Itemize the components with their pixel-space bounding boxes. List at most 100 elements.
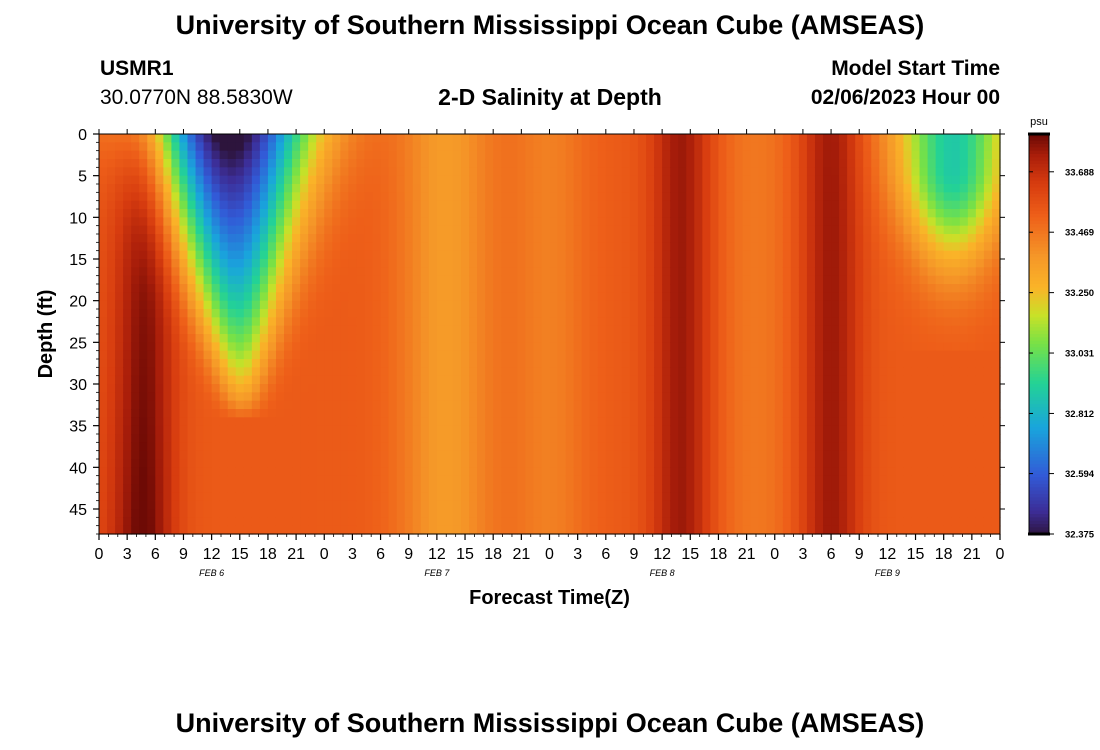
- heatmap-cell: [774, 309, 784, 318]
- heatmap-cell: [364, 217, 374, 227]
- heatmap-cell: [774, 184, 784, 193]
- heatmap-cell: [99, 267, 108, 277]
- heatmap-cell: [549, 484, 559, 493]
- heatmap-cell: [211, 525, 221, 535]
- heatmap-cell: [847, 475, 856, 485]
- heatmap-cell: [621, 367, 631, 377]
- heatmap-cell: [412, 459, 422, 468]
- heatmap-cell: [211, 209, 221, 218]
- heatmap-cell: [324, 417, 333, 427]
- heatmap-cell: [798, 217, 808, 227]
- heatmap-cell: [461, 409, 470, 418]
- heatmap-cell: [107, 442, 116, 452]
- heatmap-cell: [259, 159, 269, 168]
- heatmap-cell: [308, 309, 317, 318]
- heatmap-cell: [871, 392, 880, 402]
- heatmap-cell: [605, 459, 615, 468]
- heatmap-cell: [662, 317, 671, 327]
- heatmap-cell: [501, 484, 510, 493]
- heatmap-cell: [629, 400, 639, 410]
- heatmap-cell: [195, 209, 205, 218]
- heatmap-cell: [356, 175, 366, 185]
- heatmap-cell: [694, 509, 703, 518]
- heatmap-cell: [211, 509, 221, 518]
- heatmap-cell: [589, 259, 599, 268]
- heatmap-cell: [227, 192, 237, 202]
- heatmap-cell: [211, 359, 221, 368]
- heatmap-cell: [758, 225, 768, 235]
- heatmap-cell: [887, 500, 897, 510]
- heatmap-cell: [219, 509, 229, 518]
- heatmap-cell: [436, 167, 446, 177]
- heatmap-cell: [155, 242, 164, 252]
- heatmap-cell: [372, 217, 382, 227]
- heatmap-cell: [662, 292, 671, 302]
- heatmap-cell: [115, 234, 124, 243]
- heatmap-cell: [879, 484, 888, 493]
- heatmap-cell: [372, 325, 382, 335]
- heatmap-cell: [823, 325, 832, 335]
- heatmap-cell: [235, 459, 245, 468]
- heatmap-cell: [533, 492, 543, 502]
- heatmap-cell: [324, 475, 333, 485]
- heatmap-cell: [790, 484, 800, 493]
- heatmap-cell: [163, 242, 172, 252]
- heatmap-cell: [275, 267, 285, 277]
- heatmap-cell: [654, 250, 663, 260]
- heatmap-cell: [742, 417, 752, 427]
- heatmap-cell: [372, 250, 382, 260]
- heatmap-cell: [839, 284, 848, 293]
- heatmap-cell: [613, 217, 623, 227]
- heatmap-cell: [420, 142, 430, 152]
- heatmap-cell: [444, 367, 454, 377]
- heatmap-cell: [388, 142, 398, 152]
- heatmap-cell: [678, 134, 687, 143]
- heatmap-cell: [501, 475, 510, 485]
- heatmap-cell: [702, 250, 711, 260]
- heatmap-cell: [710, 509, 720, 518]
- heatmap-cell: [356, 450, 366, 460]
- heatmap-cell: [501, 400, 510, 410]
- heatmap-cell: [831, 400, 840, 410]
- heatmap-cell: [541, 300, 551, 310]
- heatmap-cell: [581, 392, 591, 402]
- heatmap-cell: [461, 184, 470, 193]
- heatmap-cell: [734, 159, 744, 168]
- heatmap-cell: [485, 342, 494, 352]
- heatmap-cell: [267, 184, 277, 193]
- heatmap-cell: [275, 209, 285, 218]
- heatmap-cell: [171, 459, 181, 468]
- heatmap-cell: [115, 475, 124, 485]
- heatmap-cell: [557, 175, 567, 185]
- heatmap-cell: [911, 175, 921, 185]
- heatmap-cell: [750, 192, 760, 202]
- heatmap-cell: [887, 375, 897, 385]
- heatmap-cell: [654, 409, 663, 418]
- heatmap-cell: [637, 292, 647, 302]
- heatmap-cell: [396, 467, 406, 477]
- heatmap-cell: [444, 317, 454, 327]
- heatmap-cell: [412, 417, 422, 427]
- heatmap-cell: [766, 134, 776, 143]
- heatmap-cell: [911, 425, 921, 435]
- heatmap-cell: [766, 375, 776, 385]
- heatmap-cell: [887, 317, 897, 327]
- heatmap-cell: [726, 375, 736, 385]
- heatmap-cell: [662, 267, 671, 277]
- heatmap-cell: [774, 517, 784, 527]
- heatmap-cell: [332, 284, 341, 293]
- heatmap-cell: [171, 267, 181, 277]
- heatmap-cell: [686, 167, 695, 177]
- heatmap-cell: [839, 359, 848, 368]
- heatmap-cell: [388, 375, 398, 385]
- heatmap-cell: [541, 525, 551, 535]
- heatmap-cell: [782, 384, 792, 393]
- heatmap-cell: [380, 467, 390, 477]
- heatmap-cell: [581, 375, 591, 385]
- heatmap-cell: [525, 275, 535, 285]
- heatmap-cell: [541, 350, 551, 360]
- heatmap-cell: [275, 350, 285, 360]
- heatmap-cell: [605, 484, 615, 493]
- heatmap-cell: [742, 359, 752, 368]
- heatmap-cell: [646, 475, 655, 485]
